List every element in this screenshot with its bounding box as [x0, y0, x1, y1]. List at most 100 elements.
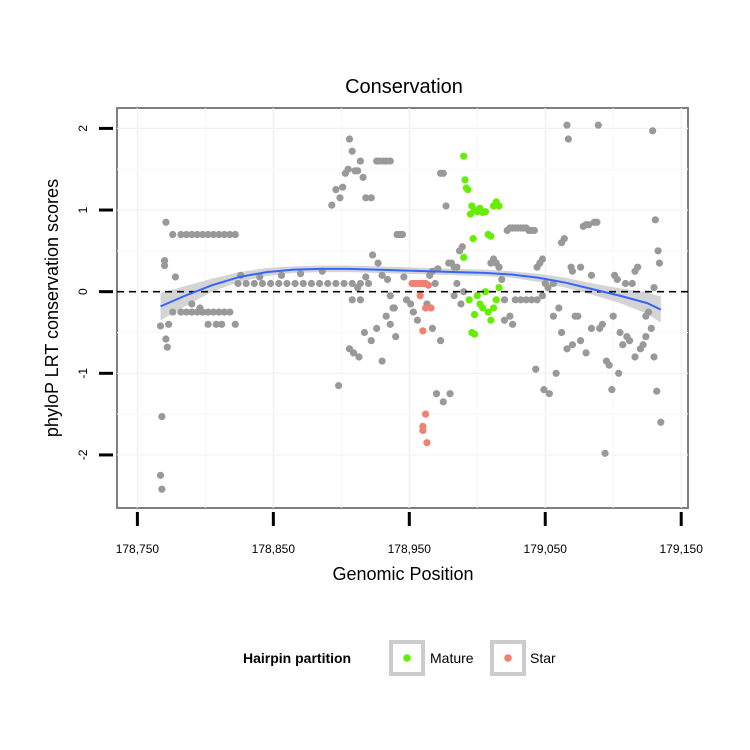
y-tick-label: 2 — [76, 125, 90, 132]
point-other — [568, 267, 577, 275]
point-other — [158, 485, 166, 493]
point-mature — [495, 202, 503, 210]
point-other — [367, 194, 375, 202]
point-other — [204, 320, 212, 328]
point-other — [332, 279, 340, 288]
x-tick-label: 178,950 — [388, 542, 432, 556]
point-other — [277, 271, 286, 279]
point-other — [593, 218, 601, 226]
point-other — [362, 194, 370, 202]
point-other — [650, 283, 658, 292]
point-other — [345, 135, 354, 143]
point-other — [650, 353, 658, 361]
point-other — [374, 259, 382, 267]
point-other — [598, 320, 606, 328]
point-other — [162, 335, 170, 343]
point-other — [242, 279, 250, 288]
legend: Hairpin partition Mature Star — [243, 640, 556, 676]
point-mature — [460, 253, 468, 261]
point-other — [655, 259, 664, 267]
point-other — [644, 308, 653, 316]
legend-label-mature: Mature — [430, 650, 474, 666]
point-other — [495, 263, 503, 271]
point-other — [344, 165, 352, 173]
point-other — [407, 300, 415, 308]
point-other — [163, 343, 171, 351]
point-other — [220, 308, 229, 316]
point-other — [171, 273, 180, 281]
point-other — [616, 328, 624, 337]
point-other — [349, 349, 358, 357]
point-star — [423, 439, 431, 447]
point-other — [234, 279, 242, 288]
point-mature — [469, 235, 477, 243]
point-other — [296, 270, 305, 278]
point-other — [267, 279, 275, 288]
point-other — [657, 418, 665, 426]
point-other — [315, 279, 324, 288]
point-other — [182, 308, 190, 316]
point-other — [532, 365, 540, 373]
point-other — [413, 316, 422, 324]
point-other — [605, 361, 613, 369]
point-other — [392, 332, 400, 341]
confidence-band-area — [160, 265, 661, 323]
chart-title: Conservation — [345, 76, 463, 98]
point-other — [609, 312, 617, 320]
point-other — [199, 230, 207, 239]
point-other — [509, 320, 517, 328]
confidence-band — [160, 265, 661, 323]
point-other — [204, 308, 212, 316]
point-other — [332, 186, 340, 194]
point-mature — [473, 292, 481, 300]
point-other — [156, 322, 165, 330]
point-other — [362, 273, 370, 281]
point-other — [409, 308, 417, 316]
point-other — [511, 296, 519, 304]
point-other — [533, 296, 541, 304]
point-other — [307, 279, 316, 288]
point-other — [360, 328, 369, 337]
point-other — [250, 279, 258, 288]
point-mature — [479, 304, 487, 312]
point-other — [601, 449, 609, 457]
point-other — [498, 275, 506, 284]
point-other — [522, 296, 530, 304]
point-other — [188, 230, 196, 239]
x-tick-label: 179,150 — [660, 542, 704, 556]
point-other — [625, 337, 634, 345]
point-other — [231, 320, 239, 328]
smooth-line — [160, 267, 662, 311]
x-tick-label: 178,750 — [116, 542, 160, 556]
point-other — [359, 173, 367, 181]
point-other — [348, 147, 356, 155]
point-other — [541, 279, 549, 288]
point-other — [373, 324, 381, 333]
point-other — [506, 312, 514, 320]
point-other — [378, 271, 386, 279]
point-other — [653, 387, 661, 395]
point-other — [348, 279, 356, 288]
point-other — [628, 279, 636, 288]
point-other — [530, 226, 538, 235]
point-other — [386, 157, 394, 165]
point-mature — [465, 296, 473, 304]
point-other — [382, 312, 390, 320]
point-star — [419, 327, 427, 335]
point-other — [258, 279, 267, 288]
point-other — [517, 296, 525, 304]
point-other — [215, 230, 223, 239]
point-other — [386, 320, 394, 328]
point-other — [256, 273, 264, 281]
point-other — [528, 296, 536, 304]
point-other — [336, 194, 344, 202]
point-star — [422, 304, 430, 312]
x-axis-title: Genomic Position — [332, 564, 473, 584]
point-other — [568, 341, 577, 349]
legend-entry-mature: Mature — [389, 640, 474, 676]
point-other — [428, 324, 437, 333]
point-other — [439, 398, 447, 406]
point-other — [188, 308, 196, 316]
y-tick-label: 1 — [76, 206, 90, 213]
